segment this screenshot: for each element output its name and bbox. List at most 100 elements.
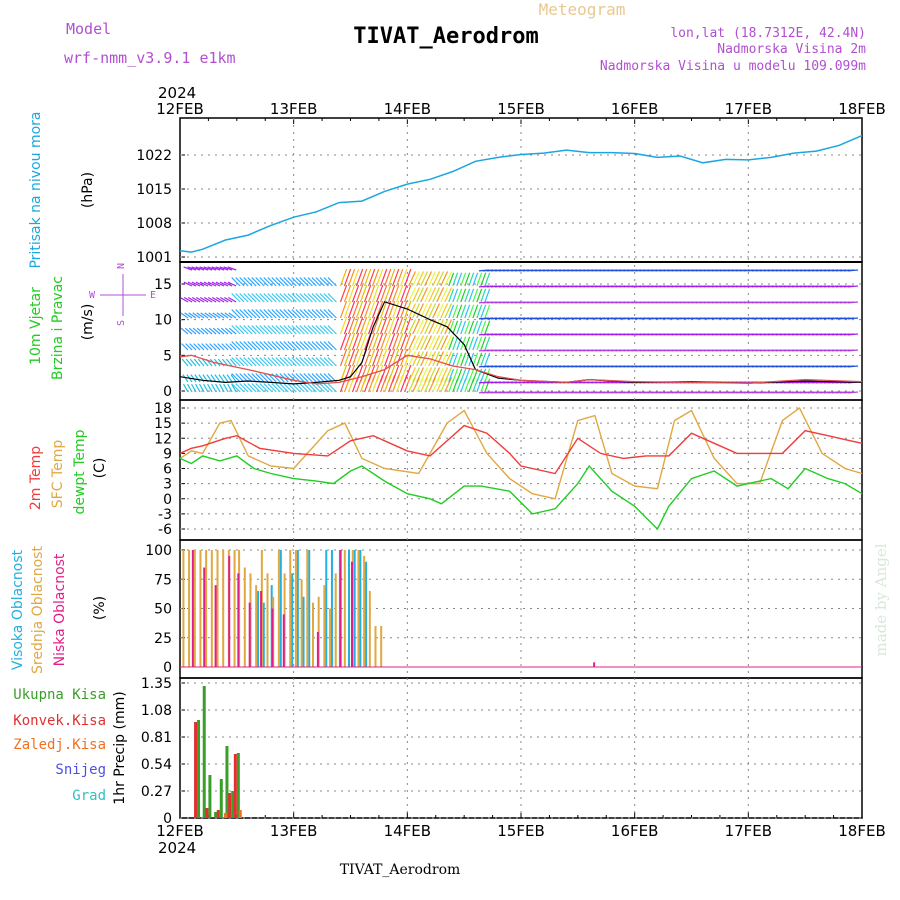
wind-arrow <box>412 287 420 303</box>
wind-arrow <box>271 357 281 367</box>
wind-arrow <box>255 357 265 367</box>
top-date-label: 15FEB <box>497 100 544 118</box>
wind-arrow <box>283 293 293 303</box>
wind-arrow <box>420 271 429 287</box>
wind-arrow <box>271 277 281 287</box>
wind-arrow <box>263 357 273 367</box>
wind-arrow <box>243 325 253 335</box>
wind-arrow <box>200 312 209 319</box>
wind-arrow <box>287 293 297 303</box>
wind-arrow <box>235 341 245 351</box>
wind-arrow <box>311 373 321 383</box>
wind-arrow <box>347 316 356 335</box>
wind-arrow <box>412 351 420 367</box>
wind-arrow <box>291 325 301 335</box>
wind-arrow <box>191 266 201 271</box>
wind-arrow <box>183 296 193 303</box>
wind-arrow <box>323 277 333 287</box>
low-cloud-ylabel: Niska Oblacnost <box>52 553 68 666</box>
y-tick-label: 0 <box>163 660 172 676</box>
wind-arrow <box>315 309 325 319</box>
wind-arrow <box>255 383 265 393</box>
wind-arrow <box>480 352 487 367</box>
wind-arrow <box>444 377 453 393</box>
wind-arrow <box>440 351 449 367</box>
wind-arrow <box>192 327 201 335</box>
wind-arrow <box>392 268 400 287</box>
wind-arrow <box>384 284 392 303</box>
wind-arrow <box>424 319 433 335</box>
wind-arrow <box>221 343 229 351</box>
wind-arrow <box>444 287 453 303</box>
wind-arrow <box>468 288 475 303</box>
wind-arrow <box>279 277 289 287</box>
bottom-year-label: 2024 <box>158 839 196 857</box>
wind-arrow <box>217 343 225 351</box>
y-tick-label: 0.54 <box>141 757 172 773</box>
wind-arrow <box>400 284 408 303</box>
wind-arrow <box>444 335 453 351</box>
wind-arrow <box>448 352 455 367</box>
wind-arrow <box>363 284 372 303</box>
wind-arrow <box>231 277 241 287</box>
wind-arrow <box>436 351 445 367</box>
wind-arrow <box>343 268 352 287</box>
wind-arrow <box>239 341 249 351</box>
wind-arrow <box>476 272 483 287</box>
wind-arrow <box>408 319 416 335</box>
y-tick-label: 25 <box>154 631 172 647</box>
wind-arrow <box>392 316 400 335</box>
wind-arrow <box>408 351 416 367</box>
wind-arrow <box>224 296 233 303</box>
wind-arrow <box>416 319 424 335</box>
wind-arrow <box>259 325 269 335</box>
wind-arrow <box>448 368 455 383</box>
wind-arrow <box>214 374 221 383</box>
wind-arrow <box>480 320 487 335</box>
wind-arrow <box>275 325 285 335</box>
wind-arrow <box>847 301 859 304</box>
wind-arrow <box>416 303 424 319</box>
wind-arrow <box>452 320 459 335</box>
wind-arrow <box>243 357 253 367</box>
wind-arrow <box>235 277 245 287</box>
wind-arrow <box>283 309 293 319</box>
y-tick-label: 3 <box>163 477 172 493</box>
wind-arrow <box>210 374 217 383</box>
wind-arrow <box>303 341 313 351</box>
wind-arrow <box>299 277 309 287</box>
wind-arrow <box>259 277 269 287</box>
wind-arrow <box>275 293 285 303</box>
high-cloud-ylabel: Visoka Oblacnost <box>10 549 26 670</box>
wind-arrow <box>396 300 404 319</box>
wind-arrow <box>199 266 209 271</box>
wind-arrow <box>420 319 429 335</box>
wind-arrow <box>847 285 859 288</box>
wind-arrow <box>195 281 205 287</box>
wind-arrow <box>267 293 277 303</box>
wind-arrow <box>416 271 424 287</box>
wind-arrow <box>388 300 396 319</box>
wind-arrow <box>351 348 360 367</box>
wind-arrow <box>315 373 325 383</box>
wind-arrow <box>219 383 225 393</box>
wind-arrow <box>456 320 463 335</box>
wind-arrow <box>420 335 429 351</box>
wind-arrow <box>372 316 380 335</box>
wind-arrow <box>327 325 337 335</box>
wind-arrow <box>408 271 416 287</box>
wind-arrow <box>456 272 463 287</box>
wind-arrow <box>359 268 368 287</box>
wind-arrow <box>208 312 217 319</box>
wind-arrow <box>231 293 241 303</box>
wind-arrow <box>243 383 253 393</box>
wind-arrow <box>347 268 356 287</box>
wind-arrow <box>452 288 459 303</box>
wind-arrow <box>283 373 293 383</box>
wind-arrow <box>195 266 205 271</box>
wind-arrow <box>227 383 233 393</box>
wind-arrow <box>420 287 429 303</box>
wind-arrow <box>380 268 388 287</box>
bottom-date-label: 12FEB <box>156 822 203 840</box>
